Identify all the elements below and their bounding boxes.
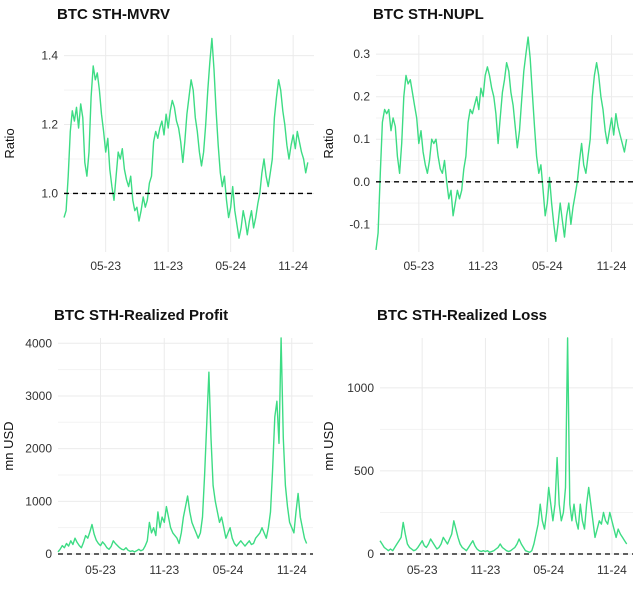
chart-panel-sth-nupl: BTC STH-NUPL -0.1 0.0 0.1 0.2 0.3 05-23 11-23 0… bbox=[320, 0, 639, 296]
y-tick-label: 1000 bbox=[347, 381, 374, 395]
y-tick-label: 0.1 bbox=[353, 132, 370, 146]
x-tick-label: 05-23 bbox=[90, 259, 121, 273]
x-tick-label: 05-23 bbox=[403, 259, 434, 273]
x-tick-label: 11-23 bbox=[468, 259, 498, 273]
chart-title: BTC STH-Realized Profit bbox=[54, 307, 229, 324]
chart-panel-sth-mvrv: BTC STH-MVRV 1.0 1.2 1.4 05-23 11-23 05-24 11-… bbox=[0, 0, 320, 296]
y-tick-label: 0.0 bbox=[353, 175, 370, 189]
y-axis-label: Ratio bbox=[2, 128, 17, 158]
series-line bbox=[57, 337, 308, 553]
chart-sth-nupl: -0.1 0.0 0.1 0.2 0.3 05-23 11-23 05-24 11-24 Rati… bbox=[321, 35, 633, 273]
chart-sth-realized-loss: 0 500 1000 05-23 11-23 05-24 11-24 mn USD bbox=[321, 337, 633, 577]
y-tick-label: 3000 bbox=[25, 389, 52, 403]
x-tick-label: 05-24 bbox=[215, 259, 246, 273]
chart-panel-sth-realized-profit: BTC STH-Realized Profit 0 1000 2000 3000 400… bbox=[0, 296, 320, 592]
x-tick-label: 11-23 bbox=[149, 563, 179, 577]
series-line bbox=[375, 36, 628, 250]
y-tick-label: 1000 bbox=[25, 494, 52, 508]
y-tick-label: 500 bbox=[354, 464, 374, 478]
chart-sth-mvrv: 1.0 1.2 1.4 05-23 11-23 05-24 11-24 Ratio bbox=[2, 35, 314, 273]
x-tick-label: 05-23 bbox=[85, 563, 116, 577]
series-line bbox=[379, 337, 628, 553]
y-tick-label: 0 bbox=[367, 547, 374, 561]
y-tick-label: 4000 bbox=[25, 336, 52, 350]
y-tick-label: 1.2 bbox=[41, 118, 58, 132]
x-tick-label: 11-23 bbox=[471, 563, 501, 577]
x-tick-label: 05-24 bbox=[533, 563, 564, 577]
x-tick-label: 05-24 bbox=[532, 259, 563, 273]
y-tick-label: 1.0 bbox=[41, 186, 58, 200]
chart-title: BTC STH-MVRV bbox=[57, 6, 171, 23]
x-tick-label: 11-24 bbox=[597, 259, 627, 273]
chart-title: BTC STH-Realized Loss bbox=[377, 307, 548, 324]
y-axis-label: mn USD bbox=[1, 421, 16, 470]
y-axis-label: Ratio bbox=[321, 128, 336, 158]
chart-sth-realized-profit: 0 1000 2000 3000 4000 05-23 11-23 05-24 11-24 mn … bbox=[1, 336, 313, 577]
x-tick-label: 11-24 bbox=[277, 563, 307, 577]
y-tick-label: 2000 bbox=[25, 442, 52, 456]
y-axis-label: mn USD bbox=[321, 421, 336, 470]
y-tick-label: 0.2 bbox=[353, 90, 370, 104]
y-tick-label: 0 bbox=[45, 547, 52, 561]
x-tick-label: 05-24 bbox=[213, 563, 244, 577]
y-tick-label: -0.1 bbox=[349, 217, 370, 231]
series-line bbox=[63, 37, 309, 239]
x-tick-label: 11-24 bbox=[597, 563, 627, 577]
y-tick-label: 0.3 bbox=[353, 47, 370, 61]
y-tick-label: 1.4 bbox=[41, 49, 58, 63]
chart-panel-sth-realized-loss: BTC STH-Realized Loss 0 500 1000 05-23 11-23… bbox=[320, 296, 639, 592]
x-tick-label: 11-24 bbox=[278, 259, 308, 273]
x-tick-label: 11-23 bbox=[153, 259, 183, 273]
x-tick-label: 05-23 bbox=[407, 563, 438, 577]
chart-title: BTC STH-NUPL bbox=[373, 6, 484, 23]
